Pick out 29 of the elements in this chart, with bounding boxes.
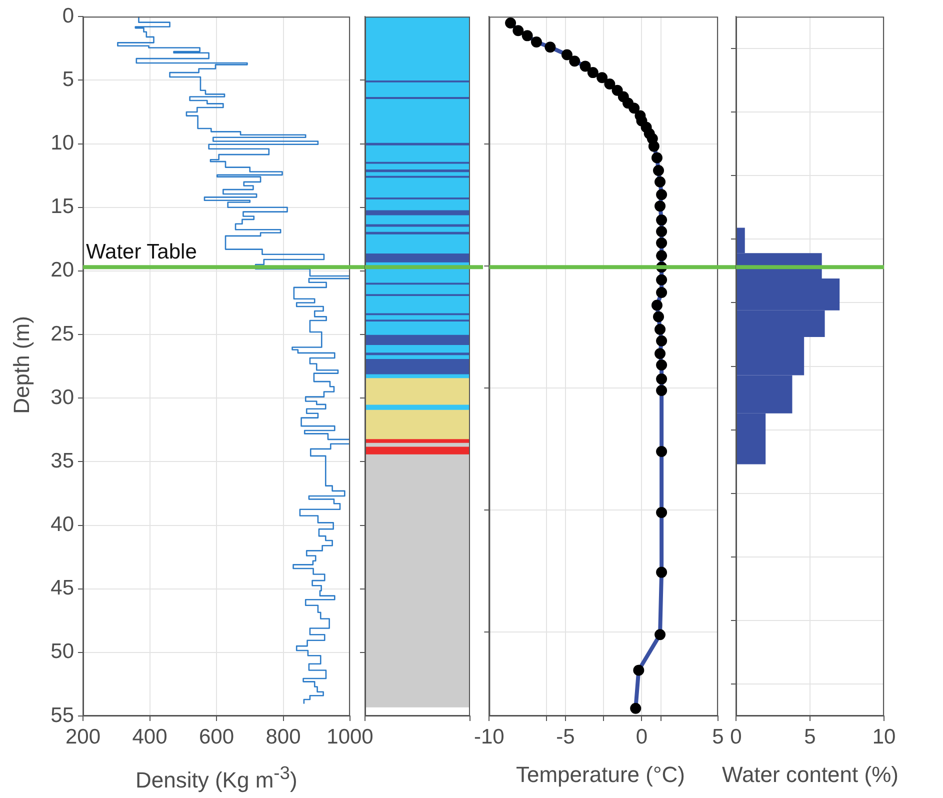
y-axis-title: Depth (m) <box>9 316 35 414</box>
y-tick-label: 40 <box>50 513 74 536</box>
x-tick-label: 5 <box>712 725 724 748</box>
ref-line-label: Water Table <box>86 240 197 264</box>
y-tick-label: 10 <box>50 132 74 155</box>
x-axis-title: Density (Kg m$^{-3}$) <box>136 762 298 794</box>
y-tick-label: 15 <box>50 195 74 218</box>
y-tick-label: 5 <box>62 68 74 91</box>
x-tick-label: 400 <box>132 725 168 748</box>
x-axis-title: Water content (%) <box>722 762 898 788</box>
x-tick-label: 800 <box>266 725 301 748</box>
x-tick-label: 0 <box>730 725 742 748</box>
x-tick-label: 200 <box>65 725 101 748</box>
x-tick-label: 0 <box>636 725 648 748</box>
x-tick-label: 600 <box>198 725 234 748</box>
y-tick-label: 35 <box>50 449 74 472</box>
x-axis-title: Temperature (°C) <box>516 762 685 788</box>
x-tick-label: -5 <box>556 725 575 748</box>
y-tick-label: 50 <box>50 640 74 664</box>
x-tick-label: -10 <box>474 725 504 748</box>
x-tick-label: 5 <box>804 725 816 748</box>
y-tick-label: 45 <box>50 576 74 600</box>
x-tick-label: 1000 <box>326 725 374 748</box>
y-tick-label: 30 <box>50 386 74 409</box>
y-tick-label: 0 <box>62 4 74 28</box>
y-tick-label: 25 <box>50 322 74 346</box>
y-tick-label: 55 <box>50 704 74 727</box>
x-tick-label: 10 <box>872 725 896 748</box>
y-tick-label: 20 <box>50 258 74 282</box>
